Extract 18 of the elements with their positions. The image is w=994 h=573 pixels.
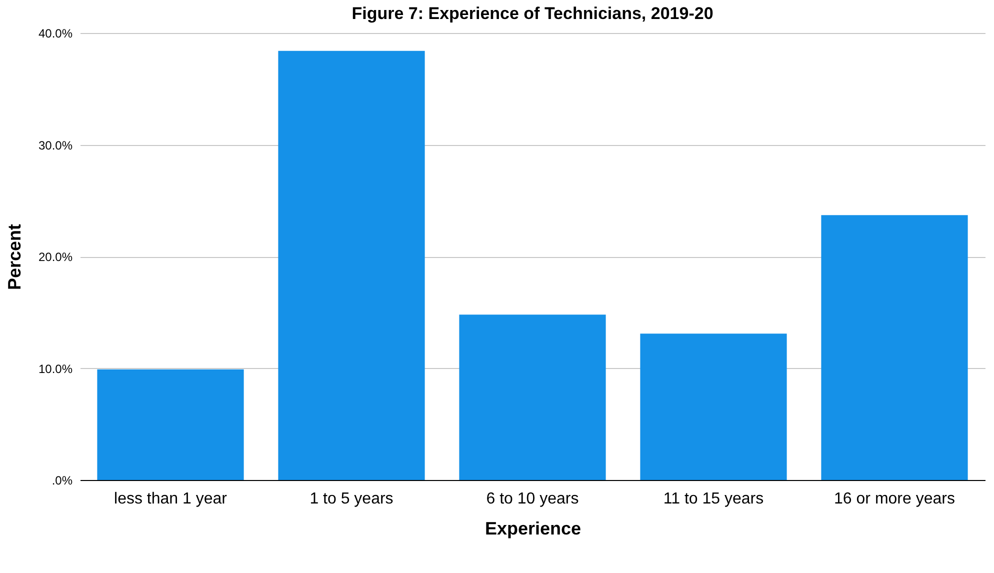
x-axis-title: Experience [484, 518, 582, 538]
y-tick-label: 30.0% [38, 138, 73, 152]
y-tick-label: 20.0% [38, 250, 73, 264]
y-tick-label: .0% [52, 474, 73, 488]
y-tick-label: 10.0% [38, 362, 73, 376]
x-tick-label: 6 to 10 years [486, 490, 579, 508]
x-tick-label: 16 or more years [834, 490, 955, 508]
x-tick-label: less than 1 year [114, 490, 228, 508]
y-axis-title: Percent [4, 224, 24, 290]
bar [821, 215, 968, 480]
x-tick-label: 1 to 5 years [310, 490, 394, 508]
x-tick-label: 11 to 15 years [663, 490, 764, 508]
bar [278, 50, 425, 480]
bar [459, 314, 606, 480]
bar [640, 334, 787, 480]
bar [97, 369, 244, 480]
y-tick-label: 40.0% [38, 26, 73, 40]
chart-title: Figure 7: Experience of Technicians, 2019-20 [352, 4, 714, 23]
